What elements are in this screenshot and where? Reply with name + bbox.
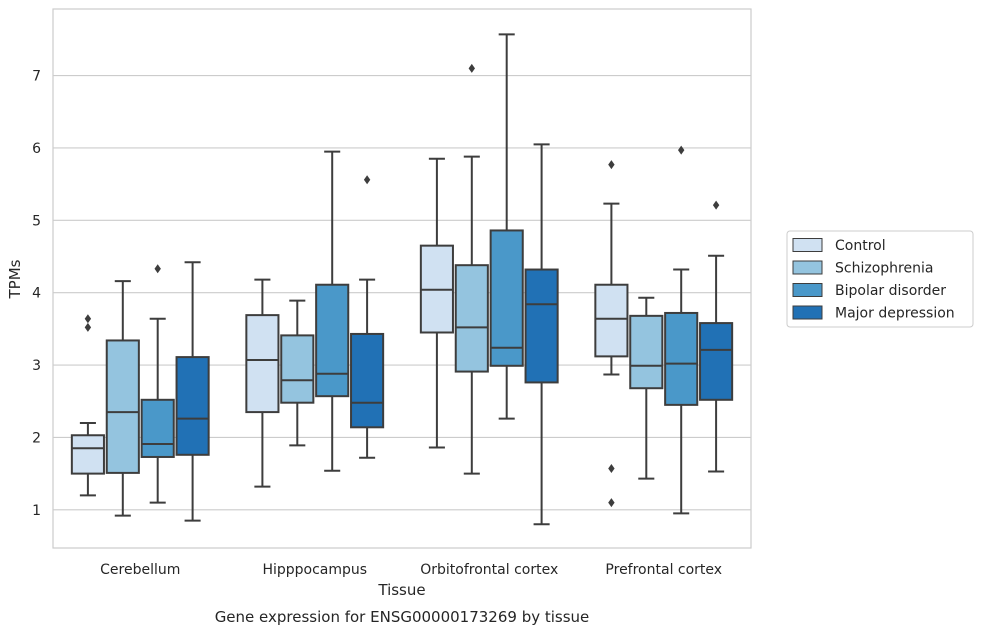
legend-label: Major depression — [835, 306, 955, 322]
legend: Control Schizophrenia Bipolar disorder Majo… — [786, 230, 974, 328]
outlier-point — [84, 322, 92, 332]
box — [280, 334, 315, 404]
box — [454, 264, 489, 373]
outlier-point — [608, 498, 615, 508]
box — [594, 283, 629, 358]
box — [489, 229, 524, 367]
outlier-point — [608, 160, 615, 170]
y-tick-label: 4 — [32, 286, 41, 302]
plot-area-frame — [52, 8, 752, 549]
chart-caption: Gene expression for ENSG00000173269 by t… — [215, 608, 590, 626]
y-tick-label: 2 — [32, 430, 41, 446]
series-major-depression — [175, 143, 734, 526]
box — [524, 268, 559, 384]
y-tick-label: 7 — [32, 69, 41, 85]
box — [315, 283, 350, 398]
outlier-point — [363, 175, 371, 185]
x-tick-label: Prefrontal cortex — [605, 562, 722, 578]
outlier-point — [154, 264, 161, 274]
box — [629, 314, 664, 390]
y-tick-label: 1 — [32, 503, 41, 519]
series-bipolar-disorder — [140, 33, 699, 515]
x-axis-label: Tissue — [377, 581, 425, 599]
outlier-point — [712, 200, 720, 210]
y-axis-label: TPMs — [6, 259, 24, 299]
x-tick-label: Cerebellum — [100, 562, 180, 578]
y-tick-label: 5 — [32, 213, 41, 229]
box — [105, 339, 140, 474]
y-tick-label: 3 — [32, 358, 41, 374]
box — [70, 434, 105, 475]
y-tick-labels: 1 2 3 4 5 6 7 — [32, 69, 41, 519]
legend-label: Control — [835, 238, 886, 254]
box-series-layer — [70, 33, 734, 526]
x-tick-label: Orbitofrontal cortex — [420, 562, 558, 578]
y-tick-label: 6 — [32, 141, 41, 157]
legend-swatch — [792, 283, 823, 297]
legend-label: Bipolar disorder — [835, 283, 946, 299]
box — [664, 311, 699, 406]
legend-swatch — [792, 238, 823, 252]
legend-frame — [786, 230, 974, 328]
box — [350, 332, 385, 429]
series-control — [70, 157, 629, 508]
legend-swatch — [792, 305, 823, 320]
box — [245, 314, 280, 414]
box — [140, 398, 175, 458]
box — [175, 356, 210, 456]
outlier-point — [608, 464, 615, 474]
outlier-point — [84, 314, 92, 324]
legend-label: Schizophrenia — [835, 261, 933, 277]
outlier-point — [468, 63, 475, 73]
x-tick-label: Hipppocampus — [262, 562, 367, 578]
x-tick-labels: Cerebellum Hipppocampus Orbitofrontal cort… — [100, 562, 722, 578]
box — [699, 322, 734, 401]
legend-swatch — [792, 260, 823, 275]
series-schizophrenia — [105, 63, 664, 517]
outlier-point — [678, 145, 685, 155]
